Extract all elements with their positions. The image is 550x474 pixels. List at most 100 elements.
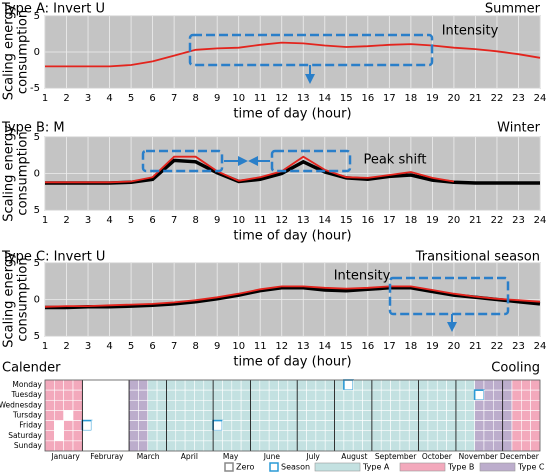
calendar-cell	[502, 379, 513, 391]
calendar-cell	[63, 389, 74, 401]
calendar-cell	[296, 440, 307, 452]
calendar-cell	[446, 420, 457, 432]
x-tick-label: 21	[469, 93, 482, 104]
calendar-cell	[502, 440, 513, 452]
calendar-cell	[278, 410, 289, 421]
calendar-cell	[380, 399, 391, 411]
y-tick-label: 5	[34, 331, 40, 342]
calendar-cell	[194, 420, 205, 432]
calendar-cell	[455, 420, 466, 432]
calendar-cell	[343, 389, 354, 401]
calendar-cell	[222, 379, 233, 391]
x-tick-label: 7	[171, 215, 177, 226]
calendar-cell	[455, 379, 466, 391]
calendar-cell	[128, 440, 139, 452]
calendar-cell	[91, 410, 102, 421]
calendar-cell	[399, 420, 410, 432]
annotation: Intensity	[334, 269, 391, 284]
calendar-cell	[408, 410, 419, 421]
legend-label: Type A	[362, 463, 390, 472]
calendar-cell	[44, 399, 55, 411]
x-tick-label: 22	[491, 93, 504, 104]
calendar-cell	[138, 389, 149, 401]
x-tick-label: 6	[149, 93, 155, 104]
calendar-cell	[511, 410, 522, 421]
calendar-cell	[418, 399, 429, 411]
x-tick-label: 10	[232, 215, 245, 226]
calendar-cell	[72, 389, 83, 401]
calendar-cell	[166, 430, 177, 442]
calendar-cell	[371, 410, 382, 421]
calendar-cell	[63, 420, 74, 432]
calendar-cell	[212, 399, 223, 411]
calendar-cell	[63, 379, 74, 391]
calendar-cell	[427, 410, 438, 421]
calendar-cell	[380, 430, 391, 442]
calendar-cell	[334, 410, 345, 421]
x-tick-label: 8	[192, 341, 198, 352]
calendar-cell	[380, 389, 391, 401]
calendar-cell	[156, 430, 167, 442]
calendar-cell	[268, 410, 279, 421]
x-tick-label: 23	[512, 215, 525, 226]
calendar-cell	[82, 410, 92, 421]
calendar-cell	[455, 440, 466, 452]
month-label: April	[181, 452, 198, 461]
x-tick-label: 17	[383, 341, 396, 352]
calendar-cell	[436, 420, 447, 432]
calendar-cell	[268, 399, 279, 411]
calendar-cell	[119, 379, 130, 391]
calendar-cell	[240, 410, 251, 421]
calendar-cell	[315, 379, 326, 391]
calendar-cell	[147, 430, 158, 442]
calendar-cell	[464, 410, 475, 421]
row-label: Sunday	[14, 441, 43, 450]
calendar-cell	[380, 420, 391, 432]
row-label: Monday	[12, 380, 42, 389]
calendar-cell	[483, 440, 494, 452]
y-axis-label: Scaling energy	[2, 125, 17, 222]
x-tick-label: 5	[128, 341, 134, 352]
calendar-cell	[493, 389, 503, 401]
calendar-cell	[128, 430, 139, 442]
x-tick-label: 21	[469, 341, 482, 352]
calendar-cell	[306, 379, 317, 391]
calendar-cell	[334, 430, 345, 442]
calendar-cell	[483, 389, 494, 401]
calendar-cell	[278, 420, 289, 432]
calendar-cell	[212, 379, 223, 391]
calendar-cell	[166, 389, 177, 401]
calendar-cell	[268, 440, 279, 452]
calendar-cell	[184, 420, 195, 432]
x-tick-label: 15	[340, 341, 353, 352]
calendar-cell	[362, 389, 373, 401]
calendar-cell	[324, 379, 335, 391]
annotation: Peak shift	[363, 153, 426, 168]
calendar-cell	[483, 420, 494, 432]
calendar-cell	[324, 430, 335, 442]
calendar-cell	[418, 389, 429, 401]
calendar-cell	[483, 430, 494, 442]
calendar-cell	[408, 430, 419, 442]
calendar-cell	[222, 389, 233, 401]
calendar-cell	[110, 389, 121, 401]
calendar-cell	[287, 410, 298, 421]
row-label: Tursday	[12, 411, 43, 420]
calendar-cell	[166, 440, 177, 452]
calendar-cell	[530, 399, 541, 411]
calendar-cell	[474, 379, 485, 391]
calendar-cell	[91, 379, 102, 391]
calendar-cell	[259, 410, 270, 421]
calendar-cell	[278, 379, 289, 391]
calendar-cell	[44, 379, 55, 391]
calendar-cell	[91, 389, 102, 401]
calendar-cell	[110, 440, 121, 452]
calendar-cell	[521, 430, 531, 442]
month-label: March	[137, 452, 160, 461]
y-tick-label: 0	[34, 47, 40, 58]
calendar-cell	[483, 399, 494, 411]
calendar-cell	[334, 399, 345, 411]
calendar-cell	[324, 389, 335, 401]
calendar-cell	[156, 399, 167, 411]
calendar-cell	[138, 410, 149, 421]
